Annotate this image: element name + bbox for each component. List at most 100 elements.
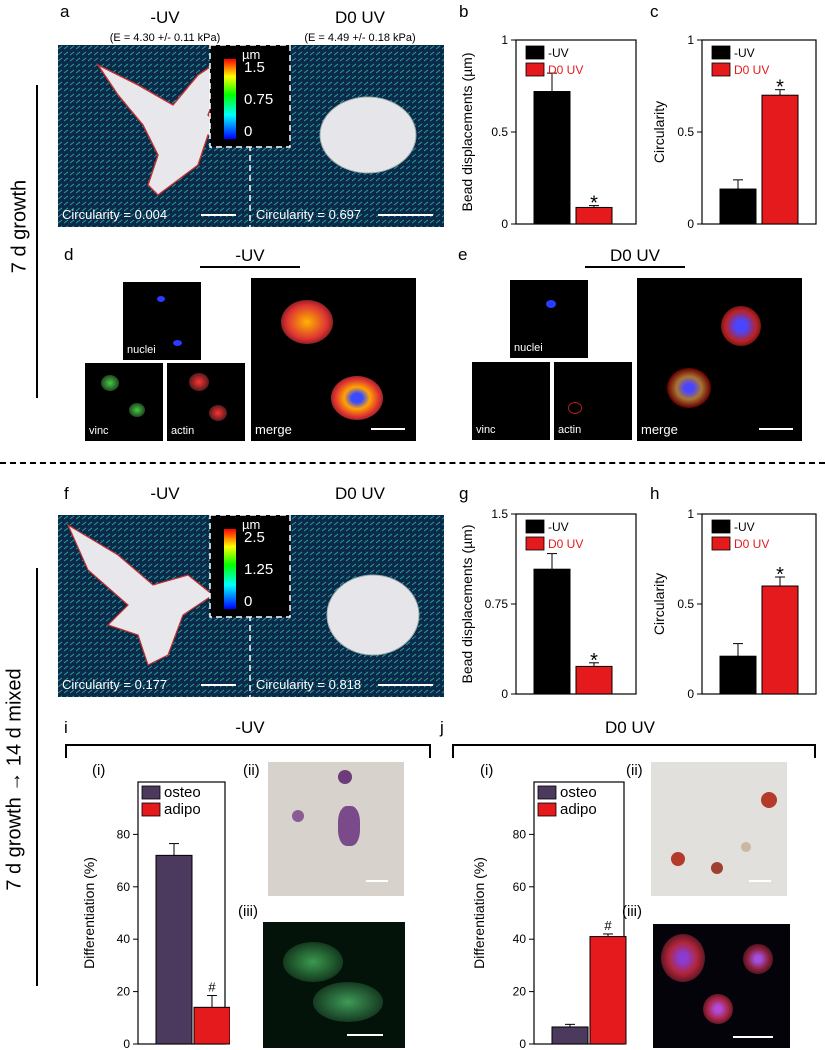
panel-i-sub-iii: (iii) bbox=[238, 903, 258, 920]
legend-label: -UV bbox=[548, 46, 569, 60]
panel-letter-j: j bbox=[440, 718, 444, 737]
legend-swatch bbox=[711, 62, 731, 77]
colorbar-unit: µm bbox=[242, 47, 261, 62]
panel-a-field-svg bbox=[58, 45, 444, 227]
y-tick-label: 60 bbox=[513, 880, 527, 894]
y-tick-label: 0.75 bbox=[485, 597, 509, 611]
circularity-right: Circularity = 0.818 bbox=[256, 677, 362, 692]
y-axis-label: Circularity bbox=[651, 573, 667, 635]
y-tick-label: 20 bbox=[117, 985, 131, 999]
panel-letter-g: g bbox=[459, 484, 469, 503]
bar-d0-uv bbox=[761, 585, 799, 695]
panel-e-vinc: vinc bbox=[472, 362, 550, 440]
legend-swatch bbox=[525, 62, 545, 77]
panel-j-title: D0 UV bbox=[604, 718, 656, 737]
legend-label: osteo bbox=[560, 784, 597, 801]
legend-swatch bbox=[711, 45, 731, 60]
circularity-right: Circularity = 0.697 bbox=[256, 207, 362, 222]
panel-a-modulus-right: (E = 4.49 +/- 0.18 kPa) bbox=[304, 32, 416, 44]
panel-f-title-left: -UV bbox=[150, 484, 180, 503]
panel-a-title-left: -UV bbox=[150, 8, 180, 27]
panel-j-iii-fluor bbox=[653, 924, 790, 1048]
y-tick-label: 60 bbox=[117, 880, 131, 894]
side-bracket-bottom bbox=[36, 568, 38, 986]
legend-swatch bbox=[525, 45, 545, 60]
panel-e-actin: actin bbox=[554, 362, 632, 440]
y-tick-label: 0.5 bbox=[677, 597, 694, 611]
cell-mesh-spread bbox=[66, 523, 215, 666]
y-tick-label: 0.5 bbox=[491, 125, 508, 139]
bar--uv bbox=[719, 188, 757, 225]
panel-e-nuclei: nuclei bbox=[510, 280, 588, 358]
chart-h: 0 0.5 1 Circularity * -UV D0 UV bbox=[651, 507, 817, 701]
y-tick-label: 1.5 bbox=[491, 507, 508, 521]
y-tick-label: 80 bbox=[513, 827, 527, 841]
circularity-left: Circularity = 0.177 bbox=[62, 677, 168, 692]
y-axis-label: Circularity bbox=[651, 101, 667, 163]
panel-d-title: -UV bbox=[235, 246, 265, 265]
bar-d0-uv bbox=[575, 665, 613, 695]
bar-d0-uv bbox=[761, 94, 799, 225]
legend-swatch bbox=[525, 536, 545, 551]
panel-d-title-rule bbox=[200, 266, 300, 268]
y-tick-label: 20 bbox=[513, 985, 527, 999]
panel-j-sub-i: (i) bbox=[480, 762, 494, 779]
panel-i-ii-stain bbox=[268, 762, 404, 896]
bar-osteo bbox=[551, 1026, 589, 1045]
colorbar-tick-mid: 1.25 bbox=[244, 561, 274, 578]
legend-swatch bbox=[537, 785, 557, 800]
panel-f-displacement-field: µm 2.5 1.25 0 Circularity = 0.177 Circul… bbox=[58, 515, 444, 697]
bar-adipo bbox=[589, 936, 627, 1045]
panel-e-merge: merge bbox=[637, 278, 802, 441]
colorbar-tick-mid: 0.75 bbox=[244, 91, 274, 108]
panel-i-bracket bbox=[65, 744, 431, 758]
panel-j-sub-ii: (ii) bbox=[626, 762, 643, 779]
bar--uv bbox=[533, 91, 571, 225]
chart-g: 0 0.75 1.5 Bead displacements (µm) * -UV D0 UV bbox=[459, 507, 637, 701]
legend-label: adipo bbox=[560, 801, 597, 818]
panel-letter-d: d bbox=[64, 245, 74, 264]
y-tick-label: 0 bbox=[123, 1037, 130, 1048]
y-axis-label: Differentiation (%) bbox=[471, 857, 487, 969]
y-tick-label: 0 bbox=[519, 1037, 526, 1048]
panel-a-displacement-field: µm 1.5 0.75 0 Circularity = 0.004 Circul… bbox=[58, 45, 444, 227]
legend-label: adipo bbox=[164, 801, 201, 818]
y-tick-label: 0 bbox=[501, 217, 508, 230]
panel-i-sub-ii: (ii) bbox=[243, 762, 260, 779]
panel-d-merge: merge bbox=[251, 278, 416, 441]
panel-letter-a: a bbox=[60, 2, 70, 21]
y-tick-label: 0 bbox=[687, 217, 694, 230]
circularity-left: Circularity = 0.004 bbox=[62, 207, 168, 222]
legend-label: -UV bbox=[734, 520, 755, 534]
bar-osteo bbox=[155, 854, 193, 1045]
side-label-top: 7 d growth bbox=[8, 179, 31, 274]
chart-c: 0 0.5 1 Circularity * -UV D0 UV bbox=[651, 33, 817, 230]
y-tick-label: 1 bbox=[687, 507, 694, 521]
y-tick-label: 1 bbox=[687, 33, 694, 47]
panel-j-sub-iii: (iii) bbox=[622, 903, 642, 920]
cell-mesh-round bbox=[326, 574, 420, 656]
legend-label: D0 UV bbox=[734, 63, 769, 77]
panel-i-title: -UV bbox=[235, 718, 265, 737]
panel-letter-i: i bbox=[64, 718, 68, 737]
significance-marker: * bbox=[590, 193, 598, 215]
bar--uv bbox=[533, 568, 571, 695]
legend-swatch bbox=[141, 785, 161, 800]
colorbar-unit: µm bbox=[242, 517, 261, 532]
y-tick-label: 0 bbox=[687, 687, 694, 701]
significance-marker: * bbox=[590, 650, 598, 672]
panel-letter-e: e bbox=[458, 245, 468, 264]
panel-d-vinc: vinc bbox=[85, 363, 163, 441]
panel-i-sub-i: (i) bbox=[92, 762, 106, 779]
panel-letter-b: b bbox=[459, 2, 469, 21]
legend-swatch bbox=[525, 519, 545, 534]
colorbar-tick-min: 0 bbox=[244, 123, 253, 140]
panel-f-title-right: D0 UV bbox=[334, 484, 386, 503]
panel-letter-h: h bbox=[650, 484, 660, 503]
panel-e-title-rule bbox=[585, 266, 685, 268]
legend-swatch bbox=[711, 519, 731, 534]
significance-marker: * bbox=[776, 564, 784, 586]
section-divider bbox=[0, 462, 825, 464]
